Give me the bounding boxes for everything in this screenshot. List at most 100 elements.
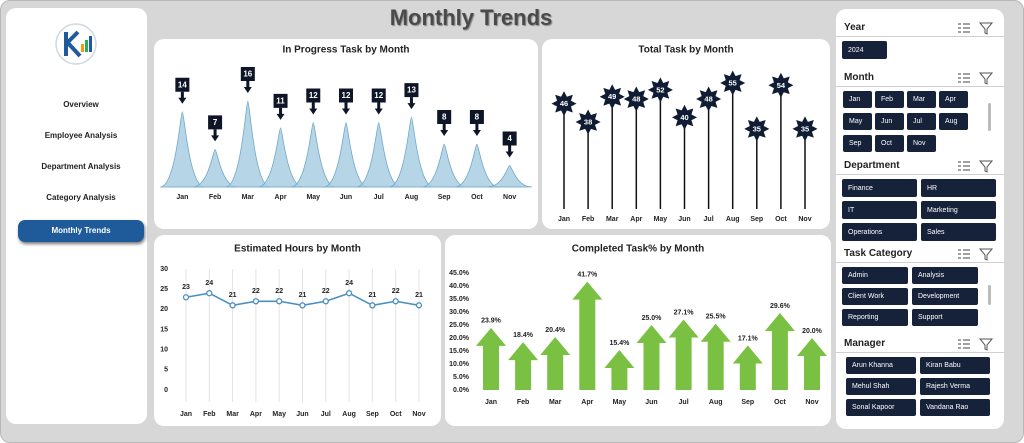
slicer-button[interactable]: Sales — [921, 223, 996, 241]
arrow-bar — [636, 325, 667, 390]
point — [322, 298, 329, 305]
slicer-button[interactable]: Support — [912, 309, 978, 326]
slicer-button[interactable]: Sep — [843, 135, 872, 152]
star-marker — [599, 84, 625, 110]
data-label: 54 — [777, 81, 786, 90]
data-label: 27.1% — [674, 309, 695, 316]
data-label: 21 — [299, 292, 307, 299]
slicer-divider — [836, 352, 1004, 353]
slicer-button[interactable]: Kiran Babu — [920, 357, 990, 374]
star-marker — [768, 72, 794, 98]
nav-item[interactable]: Monthly Trends — [18, 220, 144, 242]
slicer-button[interactable]: Jan — [843, 91, 872, 108]
x-tick-label: May — [654, 216, 668, 223]
data-label: 17.1% — [738, 335, 759, 342]
slicer-icons[interactable] — [956, 337, 996, 356]
data-label: 13 — [407, 86, 416, 95]
x-tick-label: Jul — [679, 399, 689, 406]
arrow-bar — [508, 342, 539, 390]
slicer-button[interactable]: Jun — [875, 113, 904, 130]
x-tick-label: Mar — [226, 411, 239, 418]
star-marker — [744, 116, 770, 142]
data-label: 4 — [507, 134, 512, 143]
slicer-button[interactable]: Nov — [907, 135, 936, 152]
label-arrow — [211, 129, 220, 142]
data-label: 21 — [369, 292, 377, 299]
slicer-icons[interactable] — [956, 21, 996, 40]
slicer-icons[interactable] — [956, 71, 996, 90]
slicer-button[interactable]: Analysis — [912, 267, 978, 284]
area-peak — [192, 148, 238, 188]
slicer-button[interactable]: 2024 — [842, 41, 887, 59]
x-tick-label: Mar — [606, 216, 619, 223]
point — [415, 302, 423, 309]
star-marker — [696, 86, 722, 112]
slicer-button[interactable]: Vandana Rao — [920, 399, 990, 416]
chart: Completed Task% by Month 0.0% 5.0% 10.0% 15.… — [449, 244, 827, 406]
slicer-button[interactable]: Finance — [842, 179, 917, 197]
x-tick-label: Nov — [805, 399, 818, 406]
chart: Estimated Hours by Month 0 5 10 15 20 25 30 23 24… — [160, 244, 426, 418]
slicer-button[interactable]: Client Work — [842, 288, 908, 305]
slicer-button[interactable]: Oct — [875, 135, 904, 152]
y-tick-label: 30 — [160, 266, 168, 273]
slicer-button[interactable]: Rajesh Verma — [920, 378, 990, 395]
slicer-button[interactable]: Sonal Kapoor — [846, 399, 916, 416]
data-label: 8 — [442, 113, 447, 122]
label-box — [437, 110, 452, 124]
slicer-button[interactable]: Marketing — [921, 201, 996, 219]
chart: Total Task by Month 46 38 49 48 52 40 48 55 35 54 3… — [551, 45, 818, 223]
slicer-button[interactable]: Feb — [875, 91, 904, 108]
slicer-button[interactable]: Reporting — [842, 309, 908, 326]
data-label: 49 — [608, 92, 616, 101]
slicer-button[interactable]: Aug — [939, 113, 968, 130]
y-tick-label: 40.0% — [449, 283, 470, 290]
slicer-button[interactable]: Admin — [842, 267, 908, 284]
x-tick-label: Aug — [405, 194, 419, 201]
nav-item[interactable]: Employee Analysis — [44, 131, 118, 140]
x-tick-label: Feb — [203, 411, 215, 418]
slicer-button[interactable]: IT — [842, 201, 917, 219]
slicer-button[interactable]: Jul — [907, 113, 936, 130]
y-tick-label: 45.0% — [449, 270, 470, 277]
x-tick-label: Jun — [645, 399, 657, 406]
slicer-icons[interactable] — [956, 159, 996, 178]
x-tick-label: Feb — [582, 216, 594, 223]
data-label: 35 — [801, 124, 809, 133]
slicer-icons[interactable] — [956, 247, 996, 266]
x-tick-label: Sep — [741, 399, 754, 406]
label-box — [469, 110, 484, 124]
slicer-button[interactable]: Mehul Shah — [846, 378, 916, 395]
x-tick-label: Sep — [366, 411, 379, 418]
data-label: 12 — [309, 91, 318, 100]
x-tick-label: Jul — [704, 216, 714, 223]
area-peak — [225, 100, 271, 188]
x-tick-label: Jun — [296, 411, 308, 418]
slicer-button[interactable]: Mar — [907, 91, 936, 108]
data-label: 14 — [178, 80, 187, 89]
slicer-button[interactable]: Arun Khanna — [846, 357, 916, 374]
nav-item[interactable]: Category Analysis — [46, 193, 116, 202]
nav-item[interactable]: Department Analysis — [41, 162, 121, 171]
slicer-button[interactable]: HR — [921, 179, 996, 197]
arrow-bar — [540, 336, 571, 390]
y-tick-label: 20.0% — [449, 335, 470, 342]
data-label: 48 — [632, 95, 640, 104]
data-label: 7 — [213, 118, 218, 127]
area-peak — [323, 122, 369, 188]
nav-item[interactable]: Overview — [63, 100, 99, 109]
point — [369, 302, 376, 309]
data-label: 24 — [205, 280, 213, 287]
slicer-button[interactable]: May — [843, 113, 872, 130]
area-peak — [454, 143, 500, 188]
star-marker — [575, 109, 601, 135]
chart: In Progress Task by Month 14 7 16 11 12 12 12 13… — [159, 45, 532, 201]
data-label: 24 — [345, 280, 353, 287]
x-tick-label: Jan — [176, 194, 188, 201]
slicer-button[interactable]: Operations — [842, 223, 917, 241]
area-peak — [258, 127, 303, 188]
slicer-button[interactable]: Development — [912, 288, 978, 305]
slicer-button[interactable]: Apr — [939, 91, 968, 108]
x-tick-label: Oct — [774, 399, 786, 406]
